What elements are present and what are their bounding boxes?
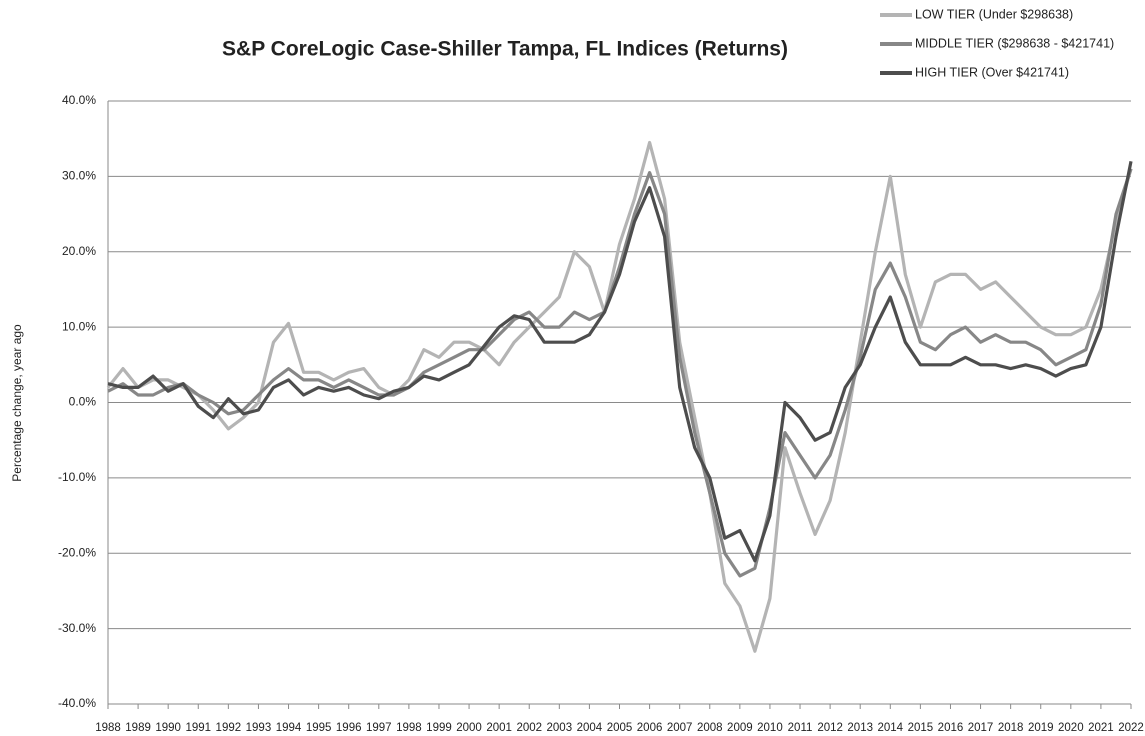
x-tick-label: 2000 <box>456 722 482 734</box>
x-tick-label: 2010 <box>757 722 783 734</box>
x-tick-label: 2008 <box>697 722 723 734</box>
series-line <box>107 168 1133 578</box>
x-tick-label: 2006 <box>637 722 663 734</box>
x-tick-label: 2015 <box>908 722 934 734</box>
x-tick-label: 1996 <box>336 722 362 734</box>
legend-label: MIDDLE TIER ($298638 - $421741) <box>915 36 1114 50</box>
x-tick-label: 1990 <box>155 722 181 734</box>
x-tick-label: 2001 <box>486 722 512 734</box>
x-tick-label: 1995 <box>306 722 332 734</box>
x-tick-label: 2014 <box>877 722 903 734</box>
y-tick-label: 30.0% <box>62 169 96 183</box>
y-tick-label: -30.0% <box>58 621 96 635</box>
x-tick-label: 2022 <box>1118 722 1144 734</box>
x-tick-label: 2012 <box>817 722 843 734</box>
chart-title: S&P CoreLogic Case-Shiller Tampa, FL Ind… <box>222 38 788 61</box>
x-tick-label: 2019 <box>1028 722 1054 734</box>
x-tick-label: 1998 <box>396 722 422 734</box>
legend-label: HIGH TIER (Over $421741) <box>915 65 1069 79</box>
x-tick-label: 1997 <box>366 722 392 734</box>
y-tick-label: 0.0% <box>69 395 97 409</box>
y-axis-label: Percentage change, year ago <box>10 324 24 482</box>
x-tick-label: 2021 <box>1088 722 1114 734</box>
y-tick-label: 10.0% <box>62 319 96 333</box>
x-tick-label: 1994 <box>276 722 302 734</box>
x-tick-label: 2016 <box>938 722 964 734</box>
x-tick-label: 2017 <box>968 722 994 734</box>
x-tick-label: 2018 <box>998 722 1024 734</box>
x-tick-label: 2003 <box>547 722 573 734</box>
x-tick-label: 1988 <box>95 722 121 734</box>
x-tick-label: 1992 <box>216 722 242 734</box>
y-tick-label: 20.0% <box>62 244 96 258</box>
series-line <box>107 160 1133 563</box>
x-tick-label: 1999 <box>426 722 452 734</box>
x-tick-label: 2009 <box>727 722 753 734</box>
x-tick-label: 1989 <box>125 722 151 734</box>
series-line <box>106 140 1133 653</box>
x-tick-label: 2013 <box>847 722 873 734</box>
x-tick-label: 2002 <box>516 722 542 734</box>
y-tick-label: 40.0% <box>62 93 96 107</box>
x-tick-label: 2020 <box>1058 722 1084 734</box>
x-tick-label: 2007 <box>667 722 693 734</box>
y-tick-label: -40.0% <box>58 696 96 710</box>
y-tick-label: -10.0% <box>58 470 96 484</box>
x-tick-label: 2005 <box>607 722 633 734</box>
x-tick-label: 2004 <box>577 722 603 734</box>
x-tick-label: 1991 <box>185 722 211 734</box>
x-tick-label: 2011 <box>788 722 813 734</box>
legend-label: LOW TIER (Under $298638) <box>915 7 1073 21</box>
x-tick-label: 1993 <box>246 722 272 734</box>
y-tick-label: -20.0% <box>58 545 96 559</box>
